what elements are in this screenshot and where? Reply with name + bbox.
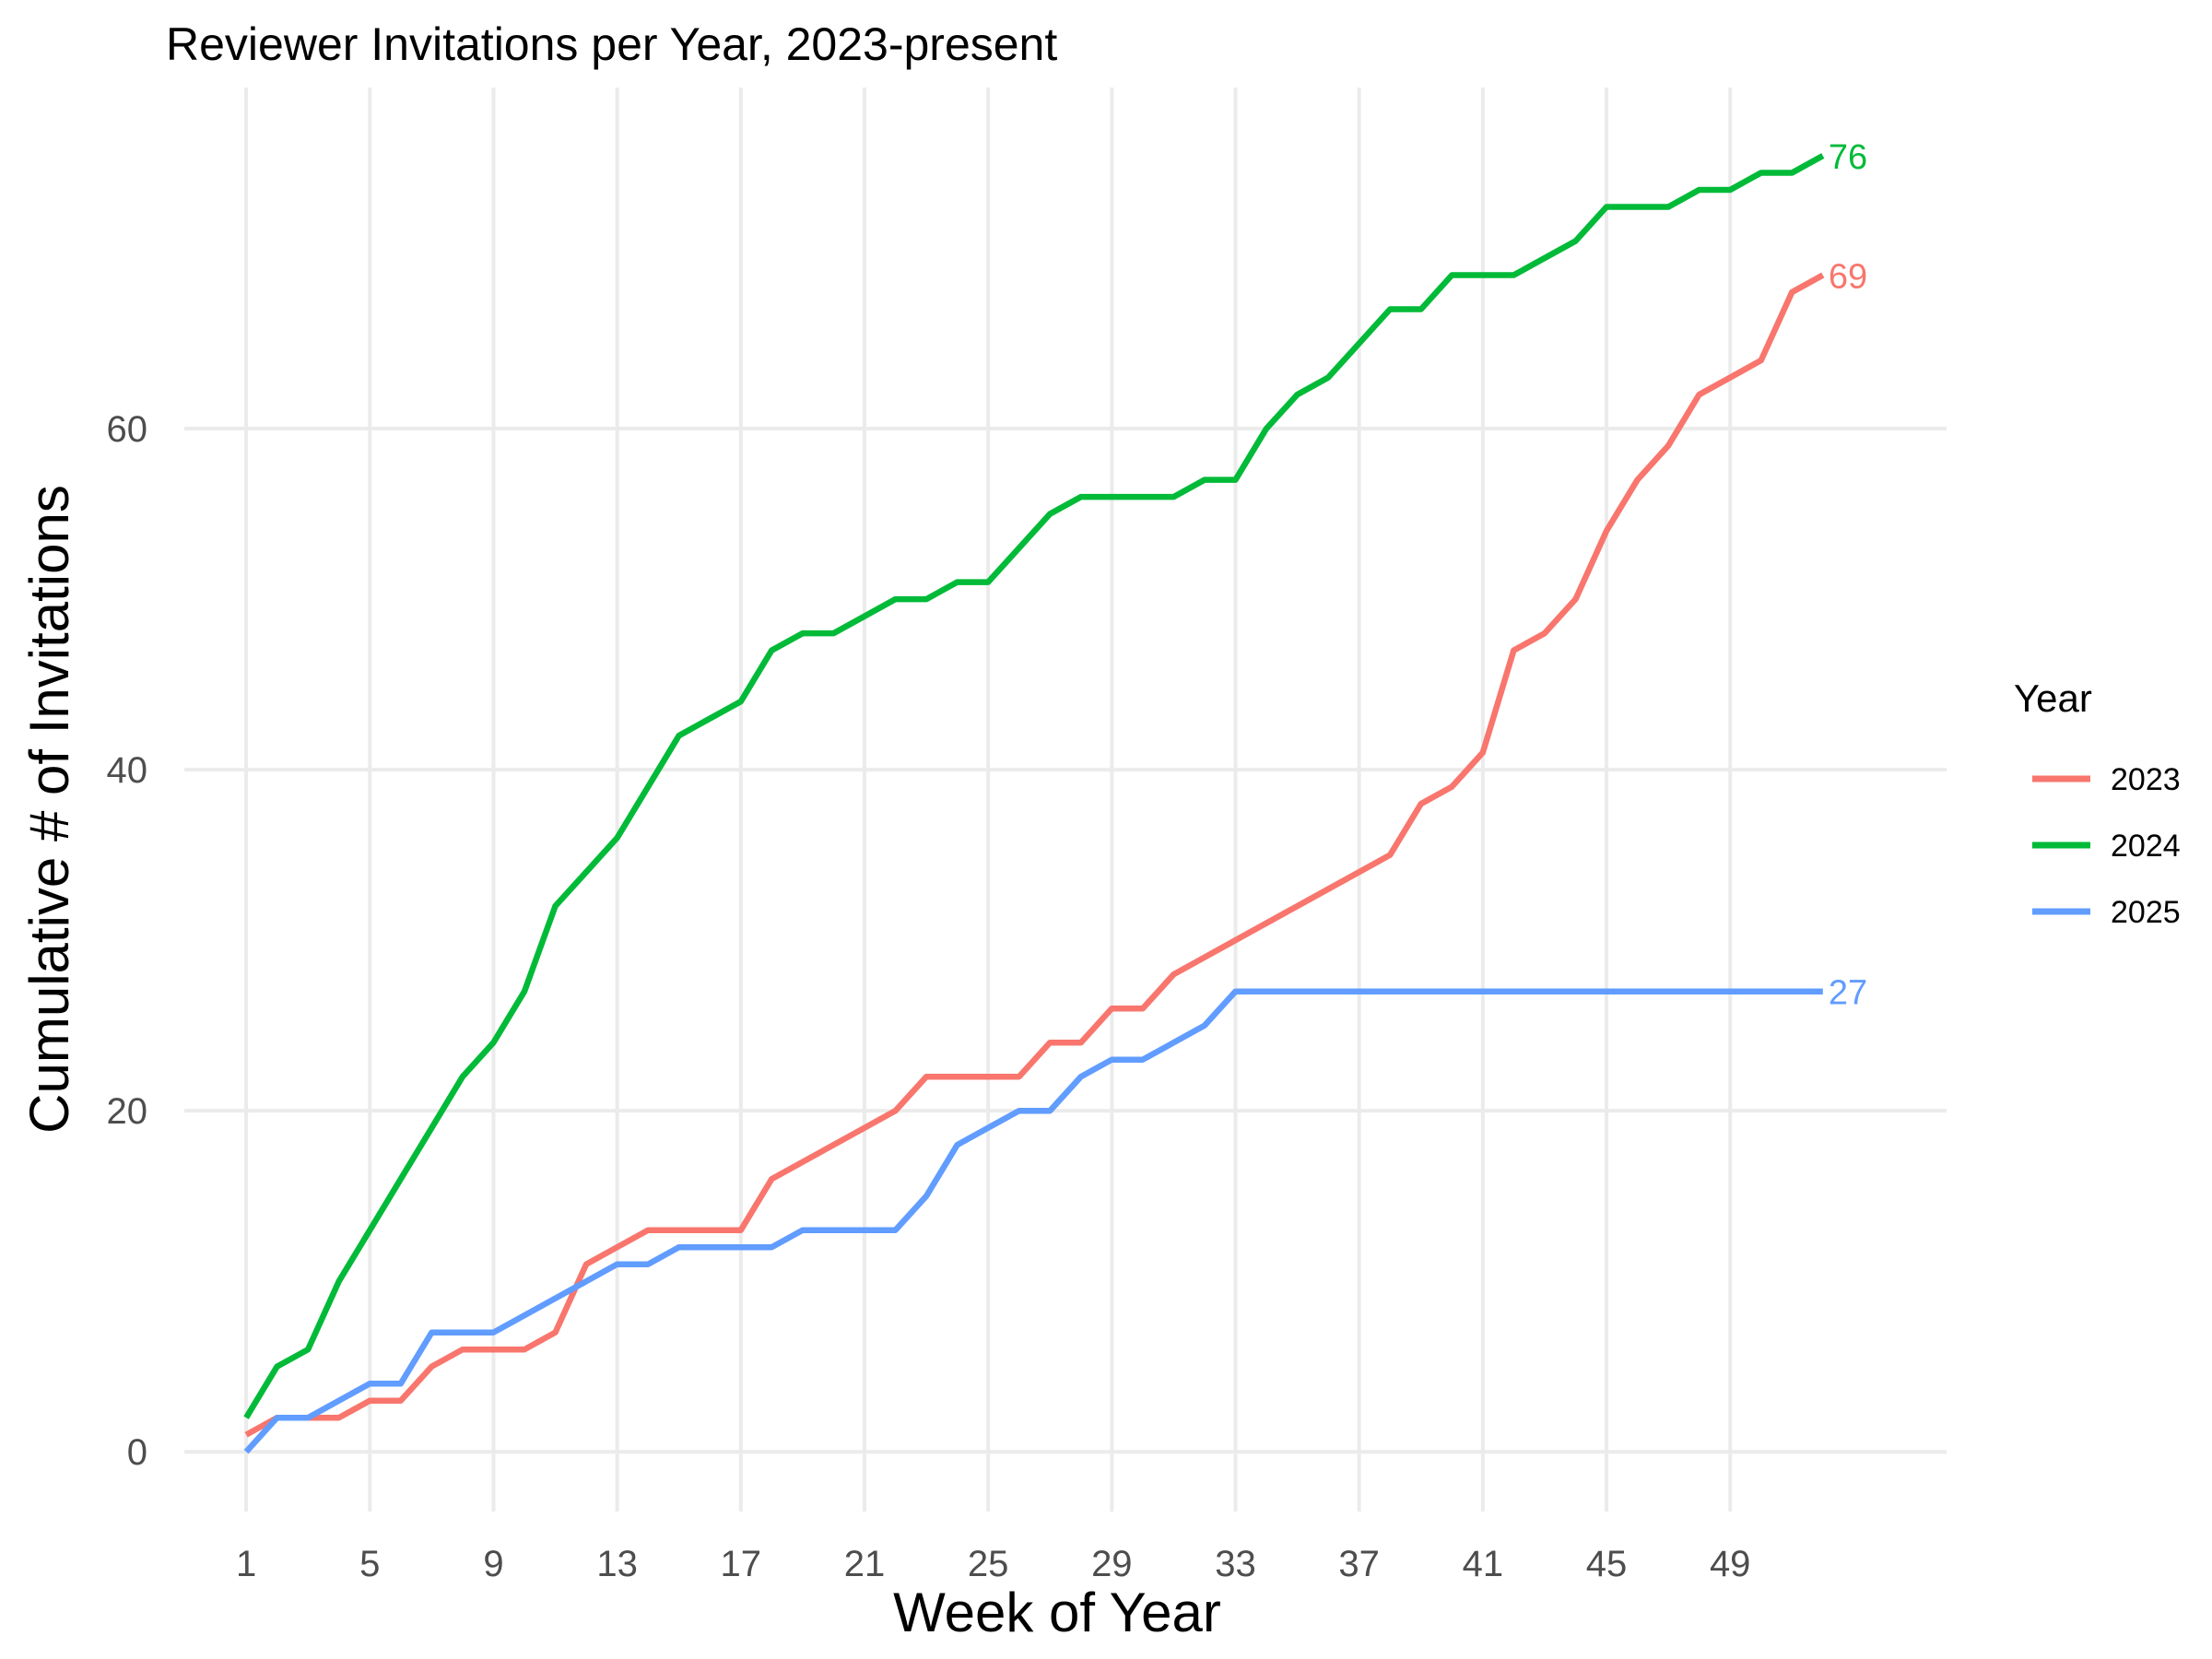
series-line-2025 [243, 988, 1823, 1454]
y-tick-label-20: 20 [107, 1091, 148, 1132]
end-label-2025: 27 [1829, 974, 1867, 1013]
y-axis-ticks: 0 20 40 60 [107, 409, 148, 1473]
series-lines [243, 153, 1825, 1454]
x-tick-label-13: 13 [596, 1544, 638, 1584]
x-tick-label-33: 33 [1215, 1544, 1256, 1584]
x-tick-label-21: 21 [844, 1544, 886, 1584]
legend-label-2024: 2024 [2111, 829, 2181, 864]
x-tick-label-17: 17 [721, 1544, 762, 1584]
y-axis-title: Cumulative # of Invitations [18, 485, 80, 1134]
series-line-2024 [243, 153, 1825, 1419]
end-label-2023: 69 [1829, 258, 1867, 297]
legend-items: 2023 2024 2025 [2032, 762, 2181, 930]
x-tick-label-9: 9 [483, 1544, 503, 1584]
chart-title: Reviewer Invitations per Year, 2023-pres… [166, 18, 1057, 70]
y-tick-label-60: 60 [107, 409, 148, 450]
end-label-2024: 76 [1829, 138, 1867, 177]
x-tick-label-45: 45 [1586, 1544, 1628, 1584]
y-tick-label-40: 40 [107, 750, 148, 791]
x-tick-label-1: 1 [236, 1544, 256, 1584]
legend: Year 2023 2024 2025 [2014, 677, 2181, 930]
end-labels: 69 76 27 [1829, 138, 1867, 1013]
x-tick-label-41: 41 [1463, 1544, 1504, 1584]
grid-lines [184, 88, 1947, 1512]
series-line-2023 [244, 272, 1825, 1438]
x-tick-label-25: 25 [968, 1544, 1009, 1584]
x-axis-ticks: 1 5 9 13 17 21 25 29 33 37 41 45 49 [236, 1544, 1750, 1584]
x-axis-title: Week of Year [893, 1582, 1221, 1643]
legend-label-2025: 2025 [2111, 895, 2181, 930]
legend-label-2023: 2023 [2111, 762, 2181, 797]
legend-title: Year [2014, 677, 2092, 720]
x-tick-label-29: 29 [1091, 1544, 1133, 1584]
x-tick-label-5: 5 [359, 1544, 380, 1584]
x-tick-label-37: 37 [1338, 1544, 1380, 1584]
x-tick-label-49: 49 [1710, 1544, 1751, 1584]
y-tick-label-0: 0 [127, 1432, 147, 1473]
